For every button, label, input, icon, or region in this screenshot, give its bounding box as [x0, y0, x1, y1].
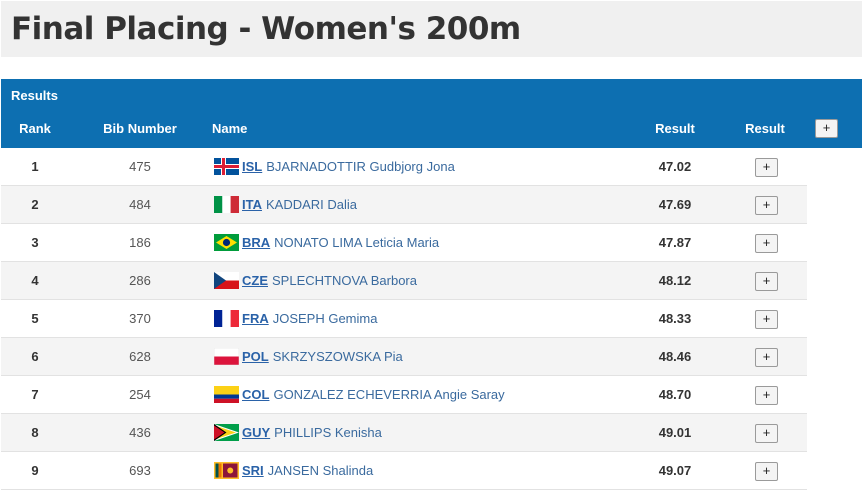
rank-cell: 4 [31, 273, 39, 288]
brazil-flag-icon [214, 233, 239, 251]
country-link[interactable]: POL [242, 348, 269, 364]
name-cell: ISL BJARNADOTTIR Gudbjorg Jona [214, 157, 455, 175]
column-header-name[interactable]: Name [212, 121, 248, 136]
name-cell: CZE SPLECHTNOVA Barbora [214, 271, 417, 289]
poland-flag-icon [214, 347, 239, 365]
bib-number-cell: 628 [129, 349, 151, 364]
rank-cell: 7 [31, 387, 39, 402]
guyana-flag-icon [214, 423, 239, 441]
country-link[interactable]: COL [242, 386, 270, 402]
table-header: Results Rank Bib Number Name Result Resu… [1, 79, 862, 148]
iceland-flag-icon [214, 157, 239, 175]
country-link[interactable]: CZE [242, 272, 268, 288]
expand-row-button[interactable]: + [755, 424, 778, 443]
column-header-result-details: Result [745, 121, 785, 136]
name-cell: SRI JANSEN Shalinda [214, 461, 374, 479]
expand-row-button[interactable]: + [755, 348, 778, 367]
athlete-name-link[interactable]: SKRZYSZOWSKA Pia [272, 348, 403, 364]
athlete-name-link[interactable]: GONZALEZ ECHEVERRIA Angie Saray [273, 386, 505, 402]
expand-row-button[interactable]: + [755, 272, 778, 291]
country-link[interactable]: ITA [242, 196, 262, 212]
table-row: 7 254 COL GONZALEZ ECHEVERRIA Angie Saray 48… [1, 376, 807, 414]
expand-row-button[interactable]: + [755, 158, 778, 177]
result-cell: 48.46 [658, 349, 692, 364]
bib-number-cell: 693 [129, 463, 151, 478]
expand-row-button[interactable]: + [755, 196, 778, 215]
rank-cell: 9 [31, 463, 39, 478]
name-cell: GUY PHILLIPS Kenisha [214, 423, 382, 441]
result-cell: 48.12 [658, 273, 692, 288]
result-cell: 48.33 [658, 311, 692, 326]
france-flag-icon [214, 309, 239, 327]
result-cell: 49.01 [658, 425, 692, 440]
table-row: 4 286 CZE SPLECHTNOVA Barbora 48.12 + [1, 262, 807, 300]
name-cell: COL GONZALEZ ECHEVERRIA Angie Saray [214, 385, 505, 403]
bib-number-cell: 484 [129, 197, 151, 212]
country-link[interactable]: SRI [242, 462, 264, 478]
table-row: 3 186 BRA NONATO LIMA Leticia Maria 47.87 + [1, 224, 807, 262]
czechia-flag-icon [214, 271, 239, 289]
table-row: 6 628 POL SKRZYSZOWSKA Pia 48.46 + [1, 338, 807, 376]
result-cell: 47.87 [658, 235, 692, 250]
athlete-name-link[interactable]: JOSEPH Gemima [272, 310, 378, 326]
athlete-name-link[interactable]: PHILLIPS Kenisha [274, 424, 382, 440]
rank-cell: 5 [31, 311, 39, 326]
expand-row-button[interactable]: + [755, 386, 778, 405]
athlete-name-link[interactable]: KADDARI Dalia [265, 196, 358, 212]
rank-cell: 6 [31, 349, 39, 364]
athlete-name-link[interactable]: BJARNADOTTIR Gudbjorg Jona [266, 158, 455, 174]
country-link[interactable]: FRA [242, 310, 269, 326]
name-cell: ITA KADDARI Dalia [214, 195, 358, 213]
italy-flag-icon [214, 195, 239, 213]
country-link[interactable]: ISL [242, 158, 263, 174]
colombia-flag-icon [214, 385, 239, 403]
result-cell: 47.02 [658, 159, 692, 174]
column-header-rank[interactable]: Rank [19, 121, 51, 136]
table-caption: Results [11, 88, 58, 103]
rank-cell: 2 [31, 197, 39, 212]
column-header-result[interactable]: Result [655, 121, 695, 136]
result-cell: 47.69 [658, 197, 692, 212]
table-row: 1 475 ISL BJARNADOTTIR Gudbjorg Jona 47.02 + [1, 148, 807, 186]
table-row: 5 370 FRA JOSEPH Gemima 48.33 + [1, 300, 807, 338]
bib-number-cell: 436 [129, 425, 151, 440]
name-cell: FRA JOSEPH Gemima [214, 309, 378, 327]
bib-number-cell: 286 [129, 273, 151, 288]
results-table: Results Rank Bib Number Name Result Resu… [1, 79, 862, 490]
rank-cell: 3 [31, 235, 39, 250]
expand-all-button[interactable]: + [815, 119, 838, 138]
name-cell: POL SKRZYSZOWSKA Pia [214, 347, 403, 365]
column-header-bib-number[interactable]: Bib Number [103, 121, 177, 136]
rank-cell: 1 [31, 159, 39, 174]
rank-cell: 8 [31, 425, 39, 440]
athlete-name-link[interactable]: NONATO LIMA Leticia Maria [274, 234, 440, 250]
title-bar: Final Placing - Women's 200m [1, 1, 862, 57]
sri-lanka-flag-icon [214, 461, 239, 479]
athlete-name-link[interactable]: SPLECHTNOVA Barbora [272, 272, 417, 288]
country-link[interactable]: BRA [242, 234, 271, 250]
table-row: 8 436 GUY PHILLIPS Kenisha 49.01 + [1, 414, 807, 452]
bib-number-cell: 254 [129, 387, 151, 402]
table-row: 2 484 ITA KADDARI Dalia 47.69 + [1, 186, 807, 224]
bib-number-cell: 475 [129, 159, 151, 174]
page-title: Final Placing - Women's 200m [11, 11, 521, 47]
bib-number-cell: 186 [129, 235, 151, 250]
bib-number-cell: 370 [129, 311, 151, 326]
table-row: 9 693 SRI JANSEN Shalinda 49.07 + [1, 452, 807, 490]
result-cell: 48.70 [658, 387, 692, 402]
athlete-name-link[interactable]: JANSEN Shalinda [267, 462, 374, 478]
expand-row-button[interactable]: + [755, 462, 778, 481]
result-cell: 49.07 [658, 463, 692, 478]
expand-row-button[interactable]: + [755, 234, 778, 253]
name-cell: BRA NONATO LIMA Leticia Maria [214, 233, 440, 251]
table-body: 1 475 ISL BJARNADOTTIR Gudbjorg Jona 47.02 +2… [1, 148, 862, 490]
country-link[interactable]: GUY [242, 424, 271, 440]
expand-row-button[interactable]: + [755, 310, 778, 329]
